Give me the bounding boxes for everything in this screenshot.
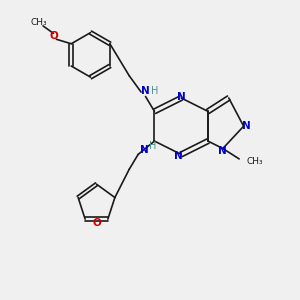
Text: O: O [49, 31, 58, 41]
Text: H: H [149, 141, 157, 151]
Text: N: N [174, 151, 183, 161]
Text: N: N [140, 145, 148, 155]
Text: N: N [141, 85, 150, 96]
Text: N: N [218, 146, 227, 157]
Text: CH₃: CH₃ [247, 158, 263, 166]
Text: N: N [242, 121, 251, 131]
Text: O: O [92, 218, 101, 228]
Text: H: H [151, 86, 158, 96]
Text: N: N [177, 92, 186, 101]
Text: CH₃: CH₃ [30, 18, 47, 27]
